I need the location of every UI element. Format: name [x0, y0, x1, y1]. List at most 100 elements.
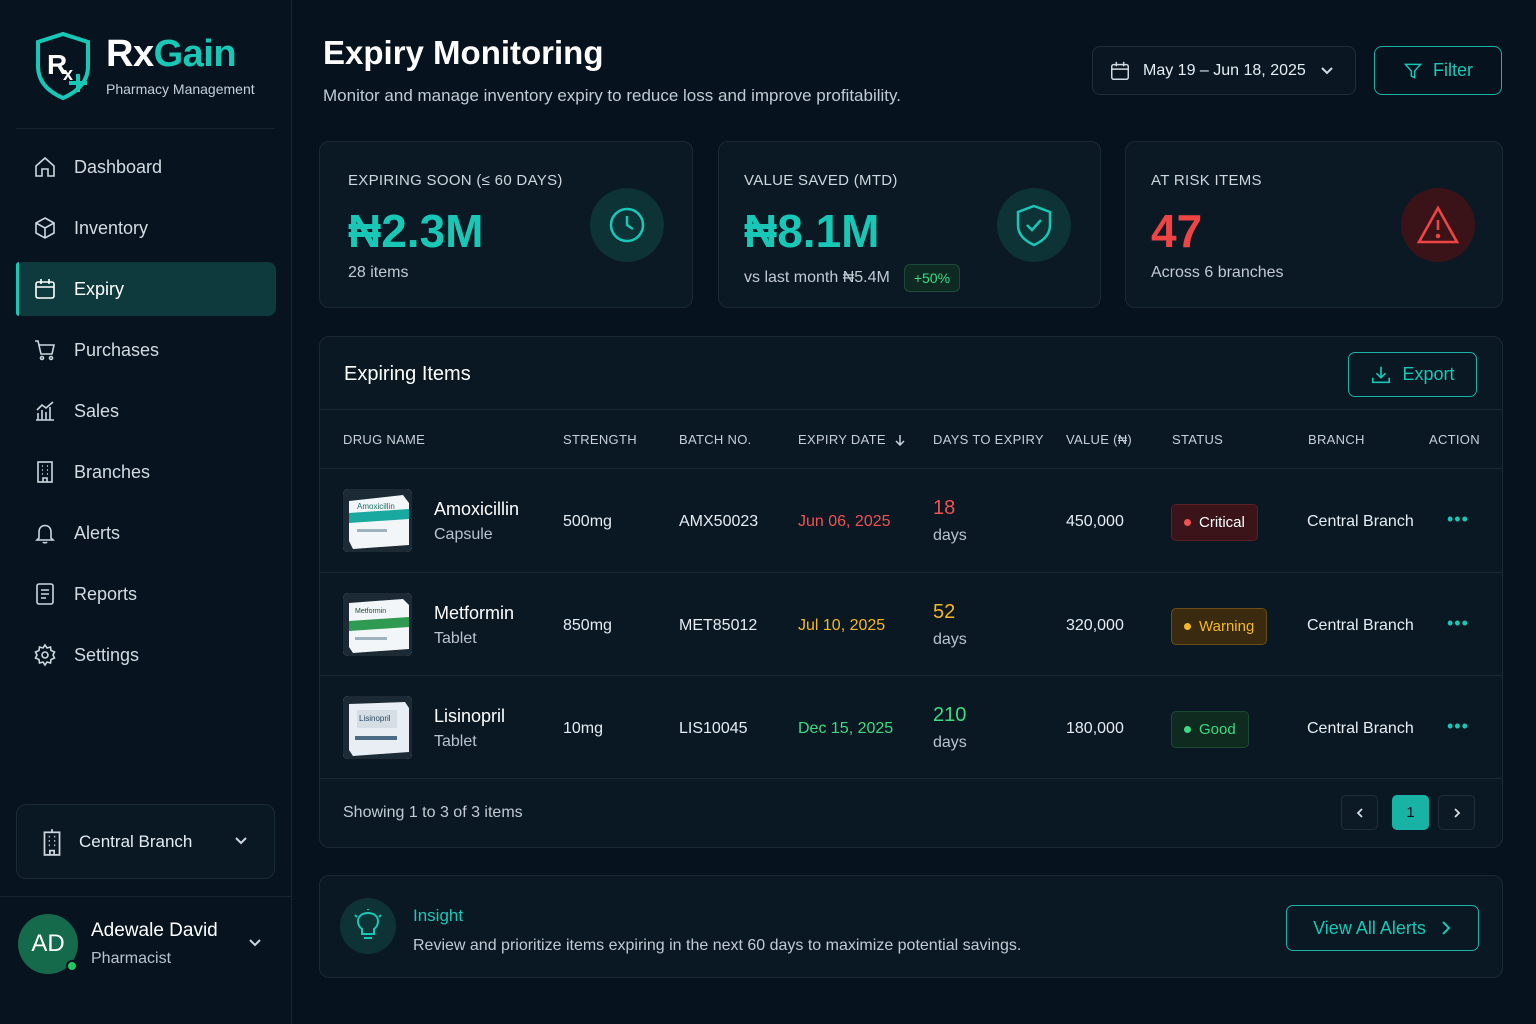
more-actions-icon[interactable]: ••• — [1447, 509, 1469, 529]
divider — [320, 572, 1502, 573]
batch-number: LIS10045 — [679, 720, 748, 737]
brand-name: RxGain — [106, 33, 237, 75]
sidebar-item-label: Expiry — [74, 278, 125, 299]
table-row[interactable]: Metformin Metformin Tablet 850mg MET8501… — [320, 573, 1502, 676]
building-icon — [39, 828, 65, 856]
sort-arrow-down-icon — [894, 434, 906, 446]
drug-form: Capsule — [434, 526, 493, 543]
drug-package-image: Lisinopril — [343, 696, 412, 759]
drug-strength: 850mg — [563, 617, 612, 634]
avatar-initials: AD — [31, 930, 65, 957]
filter-button[interactable]: Filter — [1374, 46, 1502, 95]
batch-number: AMX50023 — [679, 513, 759, 530]
column-header-expiry-date[interactable]: EXPIRY DATE — [798, 432, 906, 447]
date-range-picker[interactable]: May 19 – Jun 18, 2025 — [1092, 46, 1356, 95]
status-dot — [1184, 519, 1191, 526]
svg-text:R: R — [47, 49, 67, 80]
insight-title: Insight — [413, 906, 464, 925]
avatar: AD — [18, 914, 78, 974]
sidebar-item-purchases[interactable]: Purchases — [16, 323, 276, 377]
table-row[interactable]: Amoxicillin Amoxicillin Capsule 500mg AM… — [320, 469, 1502, 572]
user-menu[interactable]: AD Adewale David Pharmacist — [18, 914, 268, 974]
calendar-icon — [1109, 60, 1131, 82]
package-label-text: Lisinopril — [359, 714, 391, 723]
column-header-days-to-expiry[interactable]: DAYS TO EXPIRY — [933, 432, 1044, 447]
page-title: Expiry Monitoring — [323, 34, 604, 71]
expiring-items-panel: Expiring Items Export DRUG NAME STRENGTH… — [319, 336, 1503, 848]
sidebar-item-sales[interactable]: Sales — [16, 384, 276, 438]
warning-icon — [1401, 188, 1475, 262]
sidebar-item-reports[interactable]: Reports — [16, 567, 276, 621]
sidebar-item-label: Reports — [74, 583, 138, 604]
chevron-down-icon — [234, 833, 248, 853]
days-label: days — [933, 734, 967, 751]
table-row[interactable]: Lisinopril Lisinopril Tablet 10mg LIS100… — [320, 676, 1502, 779]
sidebar-item-label: Dashboard — [74, 156, 163, 177]
branch-selector[interactable]: Central Branch — [16, 804, 275, 879]
svg-text:x: x — [63, 64, 73, 84]
prev-page-button[interactable] — [1341, 795, 1378, 830]
view-all-alerts-label: View All Alerts — [1313, 917, 1426, 938]
drug-strength: 500mg — [563, 513, 612, 530]
cart-icon — [32, 337, 58, 363]
sidebar-item-alerts[interactable]: Alerts — [16, 506, 276, 560]
sidebar-item-label: Purchases — [74, 339, 160, 360]
pagination-summary: Showing 1 to 3 of 3 items — [343, 804, 523, 821]
chevron-down-icon — [248, 936, 262, 955]
sidebar-item-label: Alerts — [74, 522, 121, 543]
more-actions-icon[interactable]: ••• — [1447, 716, 1469, 736]
drug-strength: 10mg — [563, 720, 604, 737]
logo[interactable]: R x RxGain Pharmacy Management — [32, 30, 255, 102]
page-button-1[interactable]: 1 — [1392, 795, 1429, 830]
export-button[interactable]: Export — [1348, 352, 1477, 397]
report-icon — [32, 581, 58, 607]
online-status-indicator — [66, 960, 78, 972]
column-header-label: EXPIRY DATE — [798, 432, 886, 447]
panel-title: Expiring Items — [344, 363, 471, 385]
stat-footnote: 28 items — [348, 264, 409, 281]
column-header-strength[interactable]: STRENGTH — [563, 432, 637, 447]
drug-name: Lisinopril — [434, 706, 506, 726]
column-header-value[interactable]: VALUE (₦) — [1066, 432, 1133, 447]
days-to-expiry: 210 — [933, 704, 967, 726]
stat-label: EXPIRING SOON (≤ 60 DAYS) — [348, 172, 563, 189]
brand-subtitle: Pharmacy Management — [106, 81, 255, 97]
divider — [16, 128, 275, 129]
status-badge: Critical — [1171, 504, 1258, 541]
status-dot — [1184, 623, 1191, 630]
sidebar-item-inventory[interactable]: Inventory — [16, 201, 276, 255]
sidebar-item-expiry[interactable]: Expiry — [16, 262, 276, 316]
divider — [320, 468, 1502, 469]
status-badge: Good — [1171, 711, 1249, 748]
days-label: days — [933, 631, 967, 648]
chevron-right-icon — [1440, 920, 1452, 936]
more-actions-icon[interactable]: ••• — [1447, 613, 1469, 633]
column-header-branch[interactable]: BRANCH — [1308, 432, 1365, 447]
branch-name: Central Branch — [1307, 720, 1414, 737]
days-label: days — [933, 527, 967, 544]
sidebar-item-label: Inventory — [74, 217, 149, 238]
next-page-button[interactable] — [1438, 795, 1475, 830]
sidebar-item-settings[interactable]: Settings — [16, 628, 276, 682]
branch-name: Central Branch — [1307, 513, 1414, 530]
rx-shield-logo-icon: R x — [32, 30, 94, 102]
column-header-status[interactable]: STATUS — [1172, 432, 1224, 447]
sidebar-item-branches[interactable]: Branches — [16, 445, 276, 499]
building-icon — [32, 459, 58, 485]
divider — [320, 778, 1502, 779]
status-dot — [1184, 726, 1191, 733]
export-button-label: Export — [1402, 364, 1455, 384]
expiry-date: Jul 10, 2025 — [798, 617, 886, 634]
branch-selector-label: Central Branch — [79, 831, 193, 851]
sidebar-item-dashboard[interactable]: Dashboard — [16, 140, 276, 194]
status-label: Warning — [1199, 618, 1255, 635]
chevron-down-icon — [1320, 64, 1334, 78]
batch-number: MET85012 — [679, 617, 758, 634]
column-header-drug-name[interactable]: DRUG NAME — [343, 432, 426, 447]
package-label-text: Metformin — [355, 608, 386, 615]
chevron-left-icon — [1356, 807, 1363, 818]
view-all-alerts-button[interactable]: View All Alerts — [1286, 905, 1479, 951]
calendar-icon — [32, 276, 58, 302]
column-header-batch[interactable]: BATCH NO. — [679, 432, 752, 447]
item-value: 180,000 — [1066, 720, 1124, 737]
